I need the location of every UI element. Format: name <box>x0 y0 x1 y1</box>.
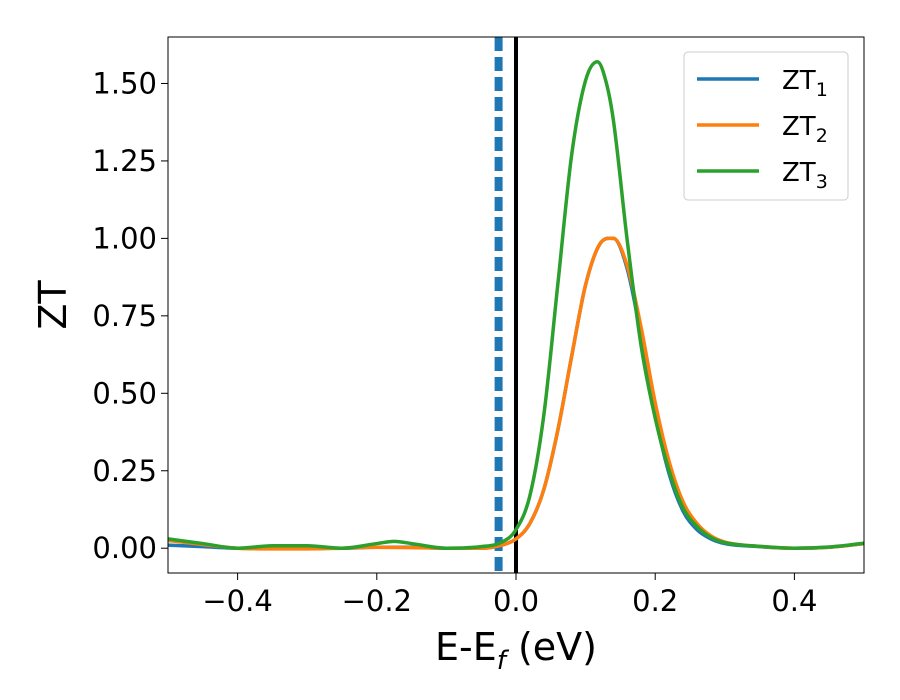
x-axis-label-main: E-E <box>435 625 497 669</box>
x-tick-label: 0.0 <box>493 584 539 618</box>
x-tick-label: 0.4 <box>771 584 817 618</box>
y-tick-label: 0.75 <box>92 299 157 333</box>
x-tick-label: 0.2 <box>632 584 678 618</box>
y-tick-label: 1.00 <box>92 221 157 255</box>
y-axis-label: ZT <box>31 280 75 330</box>
y-tick-label: 0.25 <box>92 454 157 488</box>
series-line-zt3 <box>168 60 864 550</box>
y-tick-label: 0.50 <box>92 376 157 410</box>
x-tick-label: −0.4 <box>202 584 272 618</box>
legend-label-zt3: ZT3 <box>782 158 828 193</box>
y-tick-label: 1.25 <box>92 144 157 178</box>
legend-box <box>683 51 849 201</box>
y-tick-label: 0.00 <box>92 531 157 565</box>
x-tick-label: −0.2 <box>342 584 412 618</box>
x-axis-label-unit: (eV) <box>506 625 597 669</box>
legend: ZT1 ZT2 ZT3 <box>683 51 849 201</box>
y-tick-label: 1.50 <box>92 66 157 100</box>
x-axis-label: E-Ef (eV) <box>435 625 597 676</box>
legend-label-zt2: ZT2 <box>782 112 828 147</box>
legend-label-zt1: ZT1 <box>782 66 828 101</box>
